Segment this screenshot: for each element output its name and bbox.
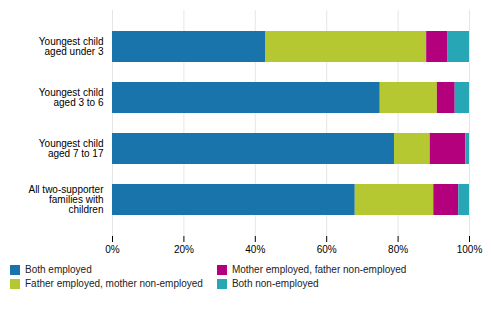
svg-text:100%: 100% [457,244,483,255]
svg-text:0%: 0% [105,244,120,255]
html-text:Both non-employed: Both non-employed [231,278,319,289]
svg-text:40%: 40% [245,244,265,255]
svg-text:80%: 80% [388,244,408,255]
svg-text:Youngest childaged 3 to 6: Youngest childaged 3 to 6 [39,87,104,108]
html-text:Father employed, mother non-em: Father employed, mother non-employed [25,278,203,289]
svg-text:60%: 60% [317,244,337,255]
html-text:Mother employed, father non-em: Mother employed, father non-employed [231,264,407,275]
html-text:Both employed: Both employed [25,264,92,275]
svg-text:Youngest childaged 7 to 17: Youngest childaged 7 to 17 [39,138,104,159]
svg-text:20%: 20% [174,244,194,255]
svg-text:Youngest childaged under 3: Youngest childaged under 3 [39,36,104,57]
svg-text:All two-supporterfamilies with: All two-supporterfamilies withchildren [28,184,104,215]
